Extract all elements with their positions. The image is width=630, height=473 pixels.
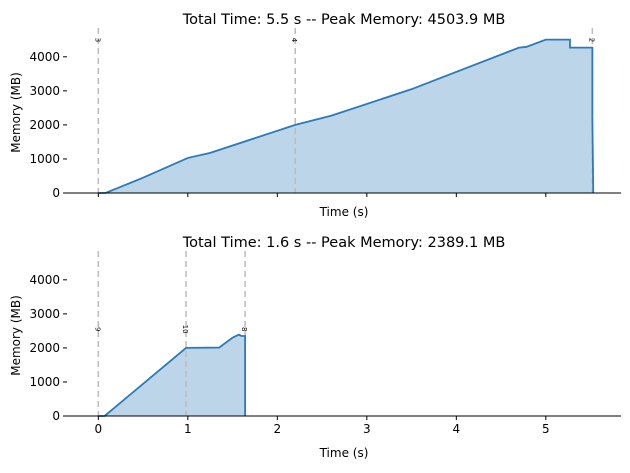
x-axis-label: Time (s) <box>319 446 369 460</box>
event-marker-label: 4 <box>290 38 298 43</box>
event-marker-label: 2 <box>587 38 595 42</box>
event-marker-label: 9 <box>93 327 101 331</box>
subplot-1: Total Time: 5.5 s -- Peak Memory: 4503.9… <box>9 12 621 219</box>
x-axis-label: Time (s) <box>319 205 369 219</box>
x-tick-label: 1 <box>184 422 192 436</box>
memory-line <box>98 38 595 194</box>
y-tick-label: 1000 <box>29 152 60 166</box>
y-axis-label: Memory (MB) <box>9 295 23 376</box>
y-tick-label: 4000 <box>29 273 60 287</box>
memory-area-fill <box>98 334 246 416</box>
event-marker-label: 8 <box>240 327 248 331</box>
x-tick-label: 5 <box>542 422 550 436</box>
y-tick-label: 0 <box>52 409 60 423</box>
y-tick-label: 2000 <box>29 341 60 355</box>
memory-line <box>98 333 247 417</box>
x-tick-label: 0 <box>95 422 103 436</box>
y-tick-label: 3000 <box>29 307 60 321</box>
subplot-title: Total Time: 1.6 s -- Peak Memory: 2389.1… <box>182 235 506 251</box>
x-tick-label: 3 <box>363 422 371 436</box>
y-tick-label: 0 <box>52 186 60 200</box>
x-tick-label: 2 <box>274 422 282 436</box>
event-marker-label: 3 <box>93 38 101 42</box>
y-axis-label: Memory (MB) <box>9 72 23 153</box>
x-tick-label: 4 <box>453 422 461 436</box>
y-tick-label: 1000 <box>29 375 60 389</box>
subplot-2: Total Time: 1.6 s -- Peak Memory: 2389.1… <box>9 235 621 460</box>
subplot-title: Total Time: 5.5 s -- Peak Memory: 4503.9… <box>182 12 506 28</box>
event-marker-label: 10 <box>181 325 189 334</box>
y-tick-label: 3000 <box>29 84 60 98</box>
memory-area-fill <box>98 39 594 193</box>
y-tick-label: 4000 <box>29 50 60 64</box>
y-tick-label: 2000 <box>29 118 60 132</box>
